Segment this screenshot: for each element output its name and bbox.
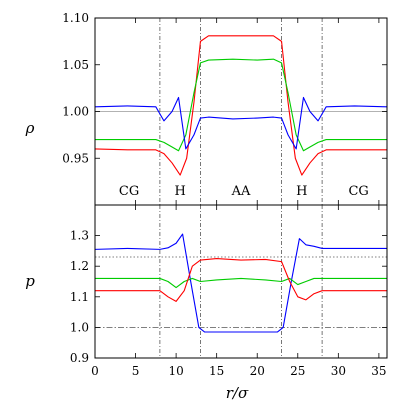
plot-frame — [94, 204, 388, 359]
series-line-1 — [95, 277, 387, 289]
y-tick-label-2: 1.05 — [62, 58, 89, 72]
y-tick-label-3: 1.2 — [70, 259, 89, 273]
region-label-2: AA — [231, 184, 251, 199]
series-line-2 — [94, 96, 388, 150]
x-tick-label-5: 25 — [290, 364, 305, 378]
x-tick-label-0: 0 — [91, 364, 99, 378]
bottom-panel: 0 5 10 15 20 25 30 35 0.9 1.0 1.1 1.2 1.3 — [70, 204, 388, 378]
y-tick-label-3: 1.10 — [62, 11, 89, 25]
bottom-y-axis-label: p — [25, 272, 35, 290]
x-tick-label-6: 30 — [331, 364, 346, 378]
y-tick-label-1: 1.00 — [62, 105, 89, 119]
region-label-1: H — [174, 184, 185, 199]
x-tick-label-2: 10 — [168, 364, 183, 378]
y-tick-label-1: 1.0 — [70, 320, 89, 334]
x-tick-label-4: 20 — [250, 364, 265, 378]
top-y-axis-label: ρ — [25, 119, 35, 137]
y-tick-label-0: 0.9 — [70, 351, 89, 365]
y-tick-label-0: 0.95 — [62, 151, 89, 165]
region-label-0: CG — [119, 184, 139, 199]
series-line-0 — [94, 35, 387, 176]
top-panel: 0.95 1.00 1.05 1.10 CG H AA H CG — [62, 11, 388, 206]
x-tick-label-1: 5 — [132, 364, 140, 378]
x-tick-label-7: 35 — [371, 364, 386, 378]
region-label-3: H — [296, 184, 307, 199]
region-label-4: CG — [348, 184, 368, 199]
x-tick-label-3: 15 — [209, 364, 224, 378]
x-axis-label: r/σ — [226, 384, 249, 402]
series-line-1 — [95, 58, 387, 152]
series-line-2 — [95, 257, 387, 302]
series-line-0 — [94, 233, 387, 333]
y-tick-label-2: 1.1 — [70, 290, 89, 304]
y-tick-label-4: 1.3 — [70, 229, 89, 243]
